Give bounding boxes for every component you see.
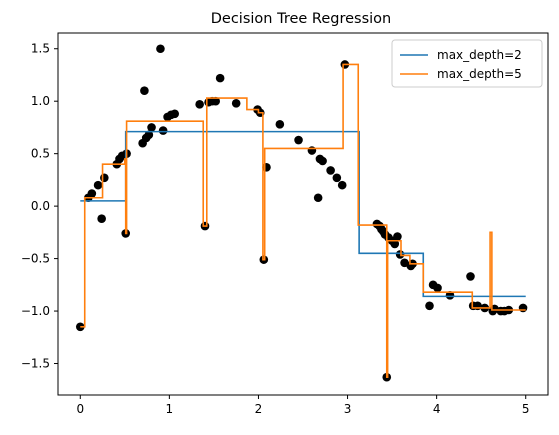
- data-point: [275, 119, 285, 129]
- data-point: [231, 99, 241, 108]
- data-point: [195, 100, 204, 109]
- x-tick-label: 1: [166, 402, 174, 416]
- legend: max_depth=2 max_depth=5: [391, 39, 543, 88]
- data-point: [211, 96, 220, 106]
- x-tick-label: 3: [344, 402, 352, 416]
- y-tick-label: 1.0: [31, 94, 50, 108]
- data-point: [97, 214, 106, 224]
- data-point: [332, 173, 342, 183]
- data-point: [326, 166, 335, 175]
- data-point: [337, 180, 347, 190]
- data-point: [445, 291, 455, 300]
- data-point: [156, 44, 165, 54]
- axes-frame: [57, 32, 549, 396]
- data-point: [307, 146, 317, 155]
- chart-title: Decision Tree Regression: [211, 11, 391, 27]
- data-point: [518, 303, 528, 313]
- plot-area: [75, 44, 528, 382]
- data-point: [100, 173, 109, 183]
- data-point: [433, 283, 442, 293]
- data-point: [147, 123, 156, 132]
- data-point: [215, 73, 225, 83]
- data-point: [140, 86, 149, 96]
- legend-label-depth5: max_depth=5: [437, 67, 522, 81]
- data-point: [87, 189, 97, 198]
- y-tick-label: −0.5: [21, 252, 50, 266]
- legend-label-depth2: max_depth=2: [437, 48, 522, 62]
- data-point: [390, 239, 400, 249]
- series-line-depth5: [80, 63, 526, 378]
- y-tick-label: 1.5: [31, 42, 50, 56]
- data-point: [313, 193, 323, 203]
- data-point: [144, 130, 154, 140]
- x-tick-label: 4: [433, 402, 441, 416]
- x-tick-label: 2: [255, 402, 263, 416]
- data-point: [158, 126, 168, 135]
- data-point: [466, 272, 475, 281]
- data-point: [75, 322, 85, 332]
- x-axis: 0 1 2 3 4 5: [76, 395, 530, 416]
- series-line-depth2: [80, 130, 526, 298]
- y-tick-label: 0.5: [31, 147, 50, 161]
- y-tick-label: −1.0: [21, 304, 50, 318]
- data-point: [318, 156, 327, 166]
- data-point: [93, 180, 103, 190]
- legend-box: [391, 39, 543, 88]
- y-tick-label: −1.5: [21, 357, 50, 371]
- y-tick-label: 0.0: [31, 199, 50, 213]
- y-axis: −1.5 −1.0 −0.5 0.0 0.5 1.0 1.5: [21, 42, 58, 371]
- data-point: [395, 250, 405, 259]
- data-point: [170, 109, 180, 119]
- data-point: [294, 135, 303, 145]
- data-point: [425, 301, 434, 311]
- x-tick-label: 5: [522, 402, 530, 416]
- x-tick-label: 0: [76, 402, 84, 416]
- data-point: [393, 232, 402, 241]
